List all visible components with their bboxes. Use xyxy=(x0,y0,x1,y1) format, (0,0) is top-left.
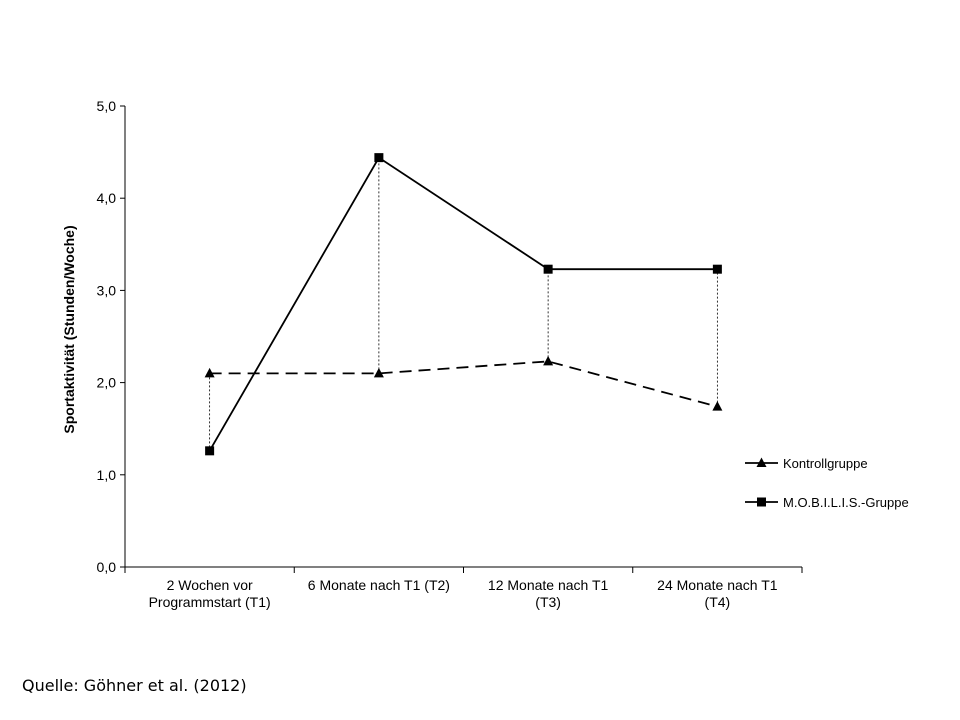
y-tick-label: 1,0 xyxy=(97,467,117,483)
x-tick-label: 6 Monate nach T1 (T2) xyxy=(308,577,450,593)
y-tick-label: 5,0 xyxy=(97,98,117,114)
data-point-series-2 xyxy=(712,264,722,274)
data-point-series-2 xyxy=(374,153,384,163)
y-tick-label: 2,0 xyxy=(97,375,117,391)
x-tick-label: (T3) xyxy=(535,594,561,610)
y-axis-label: Sportaktivität (Stunden/Woche) xyxy=(61,225,77,433)
data-point-series-2 xyxy=(543,264,553,274)
legend-marker xyxy=(756,457,767,467)
data-point-series-1 xyxy=(712,401,723,411)
y-tick-label: 0,0 xyxy=(97,559,117,575)
legend-marker xyxy=(757,497,766,507)
x-tick-label: Programmstart (T1) xyxy=(149,594,271,610)
data-point-series-2 xyxy=(205,446,215,456)
x-tick-label: 2 Wochen vor xyxy=(167,577,253,593)
data-point-series-1 xyxy=(373,367,384,378)
legend-label: M.O.B.I.L.I.S.-Gruppe xyxy=(783,495,909,510)
y-tick-label: 3,0 xyxy=(97,282,117,298)
data-point-series-1 xyxy=(543,355,554,366)
x-tick-label: 24 Monate nach T1 xyxy=(657,577,778,593)
x-tick-label: 12 Monate nach T1 xyxy=(488,577,609,593)
series-line-2 xyxy=(208,156,718,452)
series-line-1 xyxy=(209,360,718,408)
legend-label: Kontrollgruppe xyxy=(783,456,868,471)
y-tick-label: 4,0 xyxy=(97,190,117,206)
data-point-series-1 xyxy=(204,367,215,378)
source-note: Quelle: Göhner et al. (2012) xyxy=(22,676,247,695)
x-tick-label: (T4) xyxy=(705,594,731,610)
